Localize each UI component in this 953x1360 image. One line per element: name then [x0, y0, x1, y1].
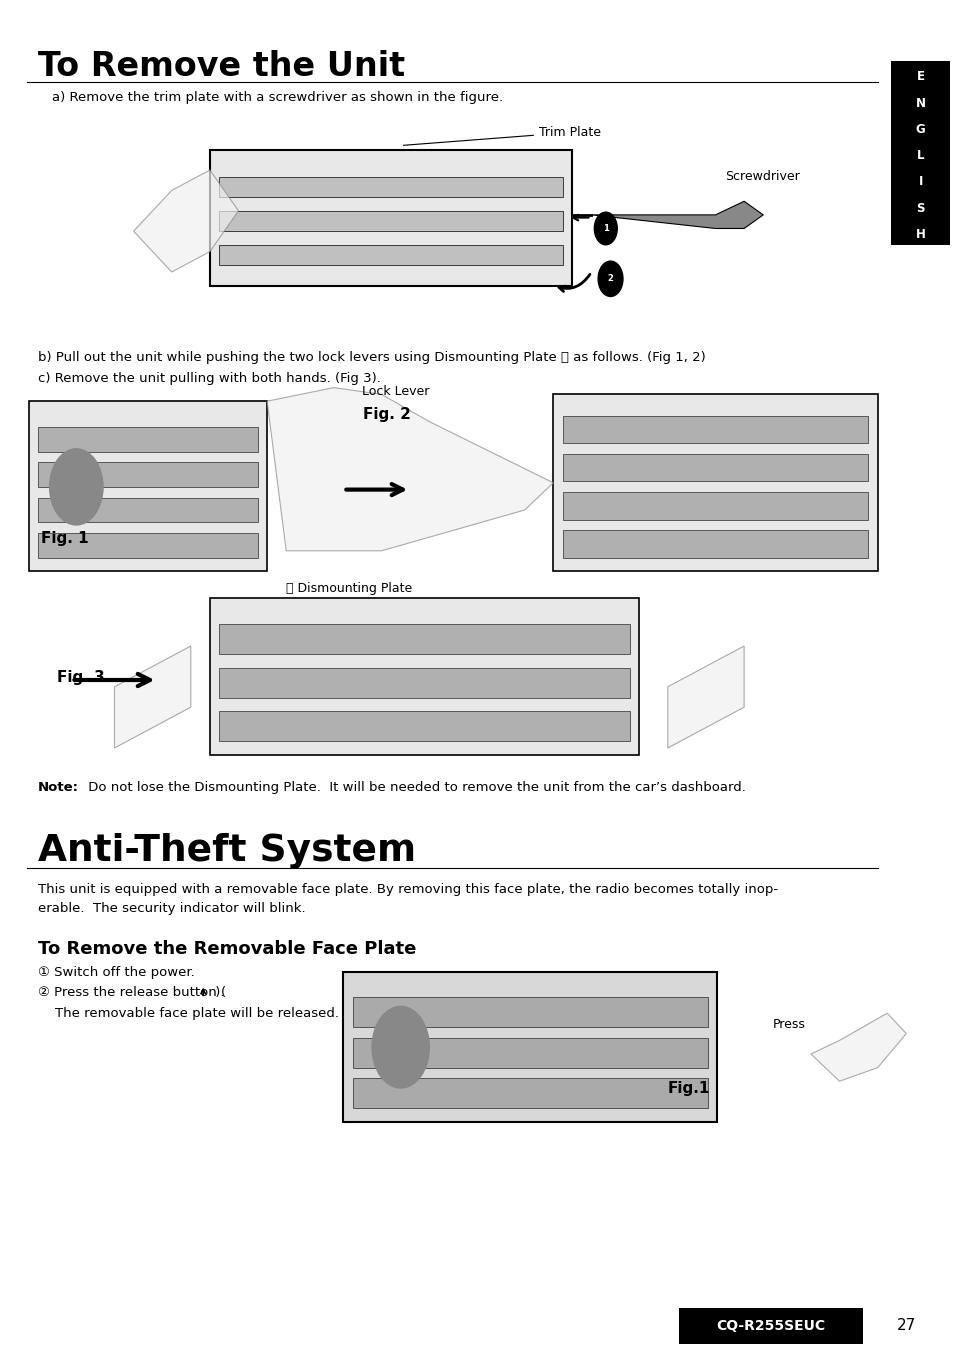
Bar	[562, 416, 867, 443]
Circle shape	[372, 1006, 429, 1088]
Polygon shape	[267, 388, 553, 551]
Text: erable.  The security indicator will blink.: erable. The security indicator will blin…	[38, 902, 306, 915]
Circle shape	[598, 261, 622, 296]
Text: G: G	[915, 122, 924, 136]
Circle shape	[50, 449, 103, 525]
Text: To Remove the Unit: To Remove the Unit	[38, 50, 405, 83]
Text: I: I	[918, 175, 922, 188]
Text: Fig. 1: Fig. 1	[41, 530, 89, 547]
Text: ② Press the release button (: ② Press the release button (	[38, 986, 226, 1000]
Bar	[353, 997, 707, 1027]
Bar	[562, 492, 867, 520]
Bar	[219, 211, 562, 231]
FancyBboxPatch shape	[210, 598, 639, 755]
Bar	[38, 427, 257, 452]
FancyBboxPatch shape	[210, 150, 572, 286]
Text: CQ-R255SEUC: CQ-R255SEUC	[716, 1319, 824, 1333]
Text: 1: 1	[602, 224, 608, 233]
Text: 2: 2	[607, 275, 613, 283]
Text: ① Switch off the power.: ① Switch off the power.	[38, 966, 194, 979]
Bar	[38, 498, 257, 522]
Text: Trim Plate: Trim Plate	[403, 126, 600, 146]
Bar	[562, 530, 867, 558]
Bar	[219, 711, 629, 741]
Bar	[219, 245, 562, 265]
Text: b) Pull out the unit while pushing the two lock levers using Dismounting Plate ⓦ: b) Pull out the unit while pushing the t…	[38, 351, 705, 364]
Bar	[219, 624, 629, 654]
Text: S: S	[916, 201, 923, 215]
Text: c) Remove the unit pulling with both hands. (Fig 3).: c) Remove the unit pulling with both han…	[38, 371, 380, 385]
FancyBboxPatch shape	[679, 1308, 862, 1344]
Text: Do not lose the Dismounting Plate.  It will be needed to remove the unit from th: Do not lose the Dismounting Plate. It wi…	[84, 781, 745, 794]
Text: The removable face plate will be released.: The removable face plate will be release…	[38, 1006, 339, 1020]
Text: E: E	[916, 71, 923, 83]
Bar	[38, 462, 257, 487]
FancyBboxPatch shape	[29, 401, 267, 571]
FancyBboxPatch shape	[553, 394, 877, 571]
Text: ).: ).	[211, 986, 224, 1000]
Bar	[219, 177, 562, 197]
Text: Fig.1: Fig.1	[667, 1080, 709, 1096]
Text: This unit is equipped with a removable face plate. By removing this face plate, : This unit is equipped with a removable f…	[38, 883, 778, 896]
Text: L: L	[916, 150, 923, 162]
Text: Lock Lever: Lock Lever	[362, 385, 429, 398]
Text: Press: Press	[772, 1017, 804, 1031]
Text: N: N	[915, 97, 924, 110]
Text: ⓦ Dismounting Plate: ⓦ Dismounting Plate	[286, 582, 412, 596]
Text: To Remove the Removable Face Plate: To Remove the Removable Face Plate	[38, 940, 416, 959]
Circle shape	[594, 212, 617, 245]
Text: a) Remove the trim plate with a screwdriver as shown in the figure.: a) Remove the trim plate with a screwdri…	[52, 91, 503, 105]
FancyBboxPatch shape	[343, 972, 717, 1122]
Bar	[562, 454, 867, 481]
Text: Anti-Theft System: Anti-Theft System	[38, 834, 416, 869]
Bar	[353, 1078, 707, 1108]
Polygon shape	[133, 170, 238, 272]
Text: Screwdriver: Screwdriver	[724, 170, 799, 184]
Bar	[38, 533, 257, 558]
Text: Fig. 2: Fig. 2	[362, 407, 410, 423]
Polygon shape	[114, 646, 191, 748]
Text: Note:: Note:	[38, 781, 79, 794]
FancyBboxPatch shape	[890, 61, 949, 245]
Bar	[133, 116, 848, 326]
Text: 27: 27	[896, 1318, 915, 1334]
Polygon shape	[591, 201, 762, 228]
Polygon shape	[667, 646, 743, 748]
Text: H: H	[915, 228, 924, 241]
Text: Fig. 3: Fig. 3	[57, 669, 105, 685]
Bar	[353, 1038, 707, 1068]
Polygon shape	[810, 1013, 905, 1081]
Bar	[219, 668, 629, 698]
